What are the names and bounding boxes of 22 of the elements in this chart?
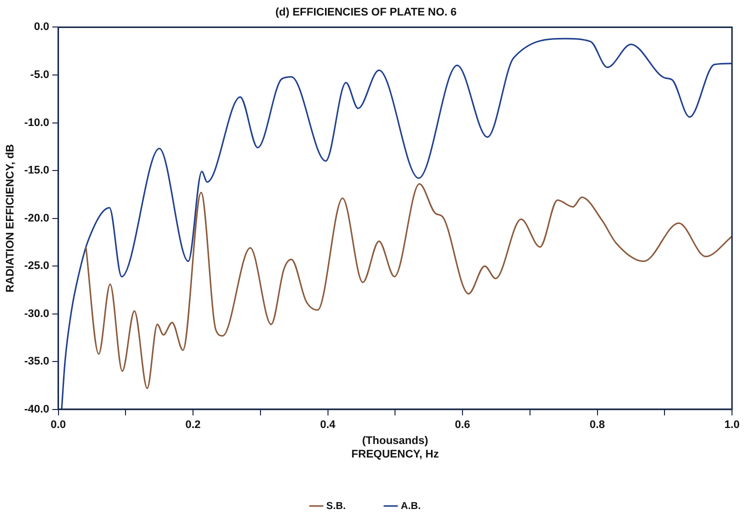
line-series bbox=[85, 183, 732, 390]
y-tick-label: -30.0 bbox=[24, 308, 50, 320]
y-axis-title: RADIATION EFFICIENCY, dB bbox=[4, 144, 17, 292]
x-tick-label: 0.6 bbox=[454, 419, 470, 432]
x-axis-title: (Thousands) FREQUENCY, Hz bbox=[351, 435, 440, 460]
y-tick-label: -35.0 bbox=[24, 356, 50, 368]
y-tick-label: -20.0 bbox=[24, 212, 50, 224]
x-tick-label: 0.0 bbox=[50, 419, 66, 432]
legend-label: A.B. bbox=[400, 500, 421, 512]
y-tick-label: -40.0 bbox=[24, 403, 50, 416]
x-tick-label: 0.8 bbox=[590, 419, 605, 432]
x-tick-label: 0.4 bbox=[320, 419, 336, 432]
x-tick-label: 0.2 bbox=[185, 419, 201, 432]
y-tick-label: -15.0 bbox=[24, 164, 50, 177]
y-tick-label: -5.0 bbox=[30, 69, 50, 82]
y-tick-label: 0.0 bbox=[34, 21, 50, 34]
y-tick-label: -25.0 bbox=[24, 260, 50, 272]
chart-title: (d) EFFICIENCIES OF PLATE NO. 6 bbox=[275, 6, 457, 19]
legend-label: S.B. bbox=[326, 500, 346, 512]
line-series bbox=[60, 38, 732, 410]
x-tick-label: 1.0 bbox=[724, 419, 740, 432]
y-tick-label: -10.0 bbox=[24, 116, 50, 129]
